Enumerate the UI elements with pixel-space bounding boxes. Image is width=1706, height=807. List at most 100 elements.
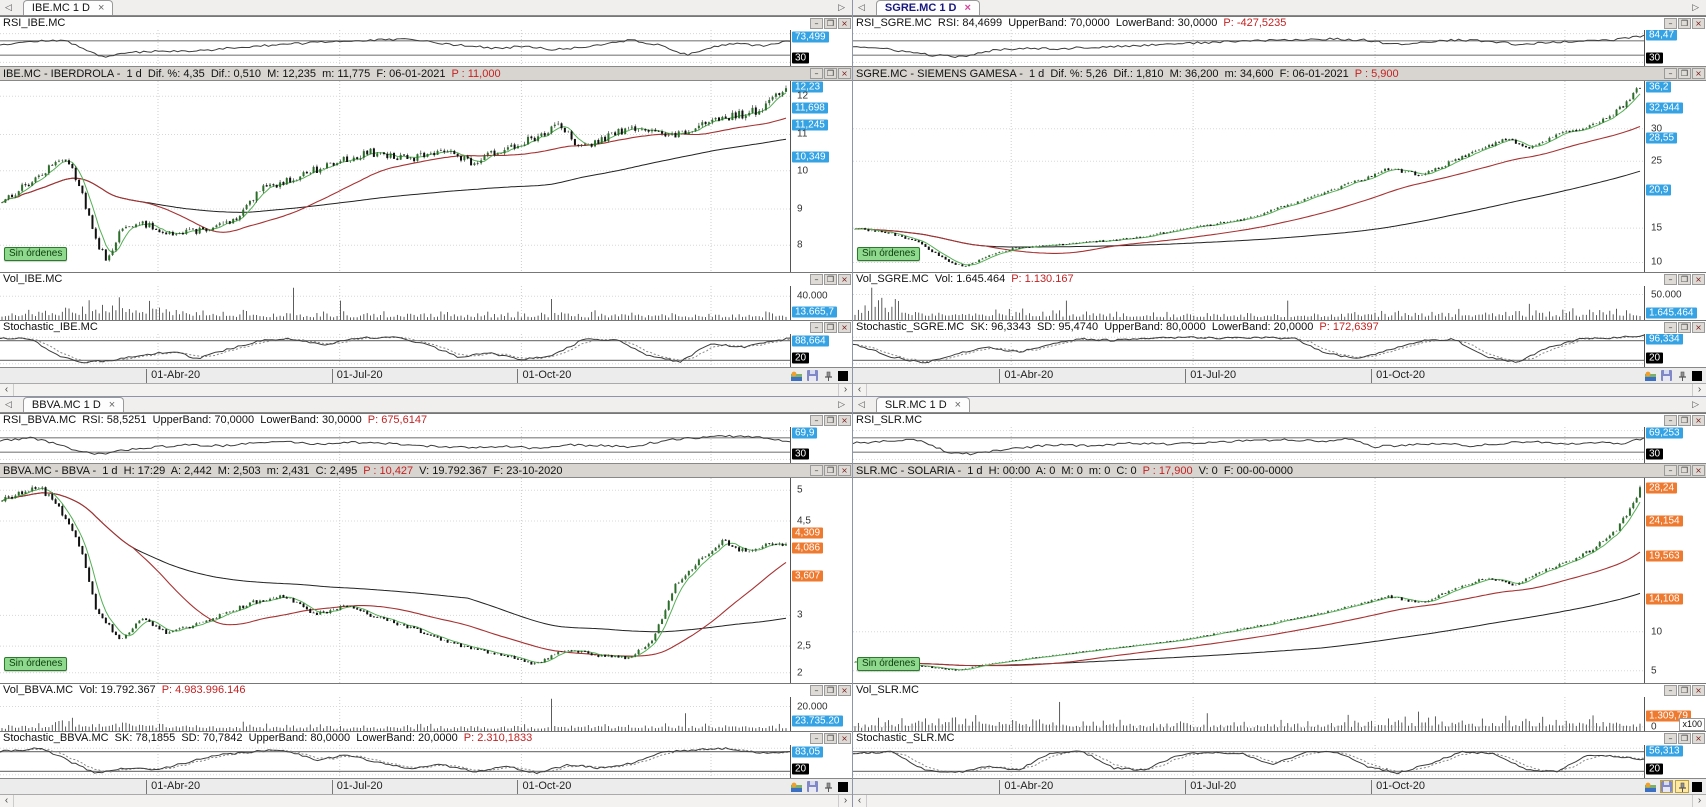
chart-properties-icon[interactable] — [1644, 780, 1658, 793]
scrollbar-track[interactable] — [867, 795, 1692, 807]
horizontal-scrollbar[interactable]: ‹ › — [853, 383, 1706, 396]
stochastic-chart[interactable] — [853, 745, 1644, 778]
tab-scroll-right-icon[interactable]: ▷ — [1692, 399, 1699, 409]
minimize-icon[interactable]: – — [810, 274, 823, 285]
tab-scroll-left-icon[interactable]: ◁ — [5, 399, 12, 409]
price-chart[interactable]: Sin órdenes — [0, 81, 790, 272]
volume-chart[interactable] — [0, 286, 790, 320]
maximize-icon[interactable]: ❒ — [1678, 18, 1691, 29]
close-icon[interactable]: × — [838, 18, 851, 29]
stochastic-chart[interactable] — [853, 334, 1644, 367]
minimize-icon[interactable]: – — [810, 322, 823, 333]
rsi-chart[interactable] — [853, 427, 1644, 463]
minimize-icon[interactable]: – — [810, 415, 823, 426]
scroll-right-icon[interactable]: › — [838, 384, 852, 396]
maximize-icon[interactable]: ❒ — [1678, 415, 1691, 426]
chart-properties-icon[interactable] — [790, 780, 804, 793]
maximize-icon[interactable]: ❒ — [824, 685, 837, 696]
volume-chart[interactable] — [853, 286, 1644, 320]
save-icon[interactable] — [1659, 780, 1673, 793]
minimize-icon[interactable]: – — [1664, 18, 1677, 29]
minimize-icon[interactable]: – — [810, 18, 823, 29]
scroll-left-icon[interactable]: ‹ — [853, 384, 867, 396]
stochastic-chart[interactable] — [0, 745, 790, 778]
maximize-icon[interactable]: ❒ — [1678, 68, 1691, 79]
background-color-swatch[interactable] — [1691, 780, 1705, 793]
scroll-right-icon[interactable]: › — [1692, 384, 1706, 396]
maximize-icon[interactable]: ❒ — [1678, 322, 1691, 333]
tab-scroll-right-icon[interactable]: ▷ — [838, 2, 845, 12]
horizontal-scrollbar[interactable]: ‹ › — [0, 383, 852, 396]
tab-close-icon[interactable]: × — [108, 399, 116, 411]
close-icon[interactable]: × — [1692, 18, 1705, 29]
minimize-icon[interactable]: – — [810, 685, 823, 696]
minimize-icon[interactable]: – — [1664, 465, 1677, 476]
minimize-icon[interactable]: – — [1664, 685, 1677, 696]
tab-scroll-left-icon[interactable]: ◁ — [858, 2, 865, 12]
scroll-right-icon[interactable]: › — [838, 795, 852, 807]
volume-chart[interactable] — [853, 697, 1644, 731]
background-color-swatch[interactable] — [837, 780, 851, 793]
maximize-icon[interactable]: ❒ — [824, 415, 837, 426]
scroll-left-icon[interactable]: ‹ — [853, 795, 867, 807]
scroll-left-icon[interactable]: ‹ — [0, 384, 14, 396]
chart-tab[interactable]: SGRE.MC 1 D × — [875, 0, 980, 15]
minimize-icon[interactable]: – — [1664, 68, 1677, 79]
minimize-icon[interactable]: – — [1664, 322, 1677, 333]
close-icon[interactable]: × — [838, 733, 851, 744]
maximize-icon[interactable]: ❒ — [1678, 465, 1691, 476]
scrollbar-track[interactable] — [867, 384, 1692, 396]
rsi-chart[interactable] — [0, 427, 790, 463]
close-icon[interactable]: × — [1692, 465, 1705, 476]
price-chart[interactable]: Sin órdenes — [853, 81, 1644, 272]
maximize-icon[interactable]: ❒ — [824, 465, 837, 476]
scrollbar-track[interactable] — [14, 795, 838, 807]
chart-tab[interactable]: SLR.MC 1 D × — [875, 397, 971, 412]
tab-scroll-right-icon[interactable]: ▷ — [1692, 2, 1699, 12]
tab-scroll-left-icon[interactable]: ◁ — [858, 399, 865, 409]
close-icon[interactable]: × — [838, 465, 851, 476]
maximize-icon[interactable]: ❒ — [1678, 733, 1691, 744]
close-icon[interactable]: × — [838, 274, 851, 285]
horizontal-scrollbar[interactable]: ‹ › — [853, 794, 1706, 807]
background-color-swatch[interactable] — [1691, 369, 1705, 382]
close-icon[interactable]: × — [838, 68, 851, 79]
close-icon[interactable]: × — [1692, 68, 1705, 79]
tab-close-icon[interactable]: × — [98, 2, 105, 14]
maximize-icon[interactable]: ❒ — [824, 68, 837, 79]
tab-close-icon[interactable]: × — [954, 399, 962, 411]
close-icon[interactable]: × — [1692, 733, 1705, 744]
price-chart[interactable]: Sin órdenes — [0, 478, 790, 683]
chart-tab[interactable]: BBVA.MC 1 D × — [22, 397, 125, 412]
maximize-icon[interactable]: ❒ — [824, 18, 837, 29]
background-color-swatch[interactable] — [837, 369, 851, 382]
maximize-icon[interactable]: ❒ — [824, 733, 837, 744]
maximize-icon[interactable]: ❒ — [824, 274, 837, 285]
rsi-chart[interactable] — [853, 30, 1644, 66]
minimize-icon[interactable]: – — [1664, 415, 1677, 426]
minimize-icon[interactable]: – — [1664, 274, 1677, 285]
close-icon[interactable]: × — [838, 415, 851, 426]
stochastic-chart[interactable] — [0, 334, 790, 367]
maximize-icon[interactable]: ❒ — [1678, 685, 1691, 696]
chart-properties-icon[interactable] — [1644, 369, 1658, 382]
save-icon[interactable] — [806, 780, 820, 793]
pin-icon[interactable] — [1675, 369, 1689, 382]
close-icon[interactable]: × — [838, 322, 851, 333]
close-icon[interactable]: × — [1692, 274, 1705, 285]
pin-icon[interactable] — [821, 369, 835, 382]
minimize-icon[interactable]: – — [1664, 733, 1677, 744]
pin-icon[interactable] — [1675, 780, 1689, 793]
scrollbar-track[interactable] — [14, 384, 838, 396]
tab-scroll-left-icon[interactable]: ◁ — [5, 2, 12, 12]
horizontal-scrollbar[interactable]: ‹ › — [0, 794, 852, 807]
price-chart[interactable]: Sin órdenes — [853, 478, 1644, 683]
pin-icon[interactable] — [821, 780, 835, 793]
minimize-icon[interactable]: – — [810, 733, 823, 744]
tab-close-icon[interactable]: × — [964, 2, 971, 14]
close-icon[interactable]: × — [1692, 322, 1705, 333]
close-icon[interactable]: × — [1692, 685, 1705, 696]
rsi-chart[interactable] — [0, 30, 790, 66]
chart-properties-icon[interactable] — [790, 369, 804, 382]
scroll-left-icon[interactable]: ‹ — [0, 795, 14, 807]
